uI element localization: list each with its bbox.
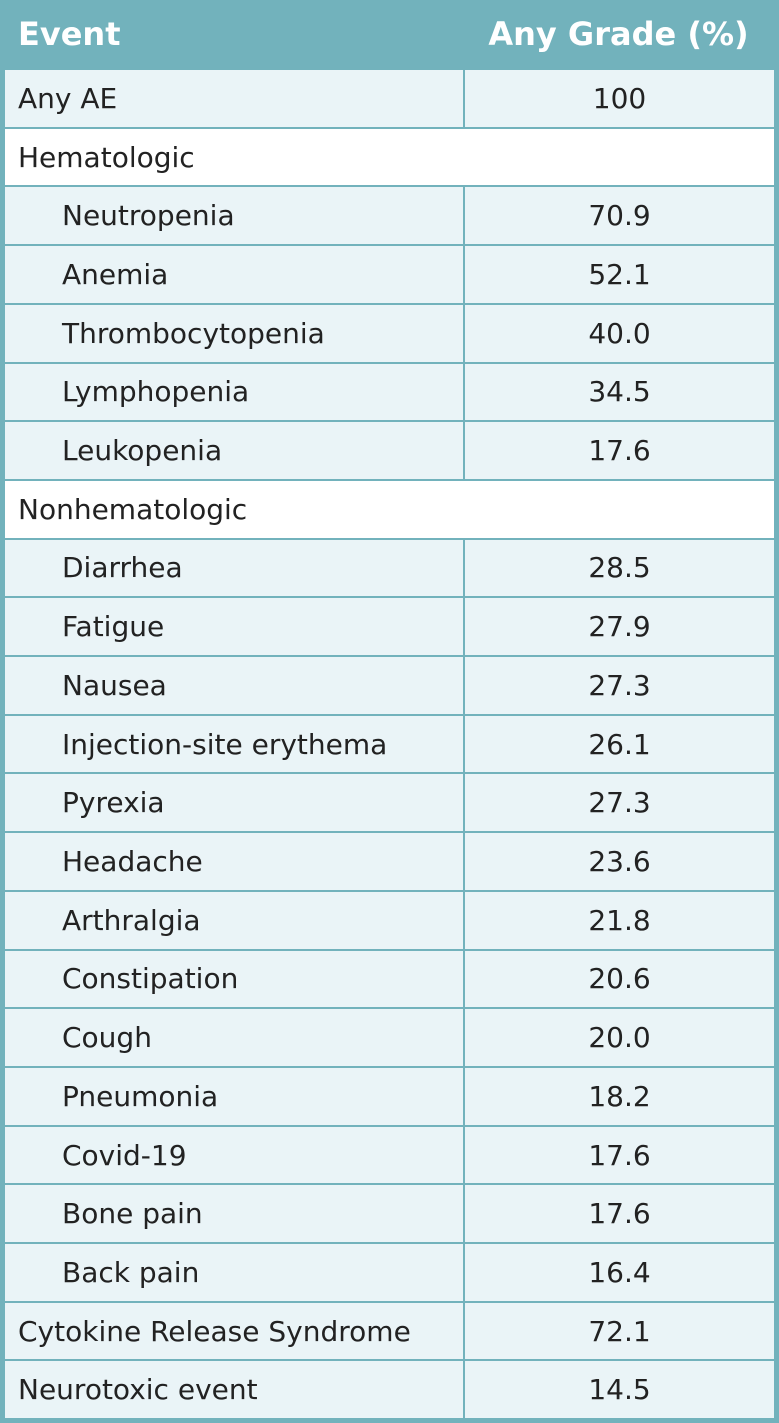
event-cell: Injection-site erythema	[5, 715, 463, 773]
section-row: Nonhematologic	[5, 480, 774, 538]
table-row: Arthralgia 21.8	[5, 891, 774, 949]
table-row: Nausea 27.3	[5, 657, 774, 714]
table-row: Neurotoxic event 14.5	[5, 1361, 774, 1419]
section-cell: Hematologic	[5, 128, 774, 186]
value-cell: 34.5	[465, 363, 774, 421]
section-cell: Nonhematologic	[5, 480, 774, 538]
event-cell: Arthralgia	[5, 891, 463, 949]
event-cell: Leukopenia	[5, 422, 463, 479]
event-cell: Pneumonia	[5, 1067, 463, 1125]
table-row: Constipation 20.6	[5, 950, 774, 1008]
table-row: Cough 20.0	[5, 1009, 774, 1066]
table-row: Lymphopenia 34.5	[5, 363, 774, 421]
event-cell: Neurotoxic event	[5, 1361, 463, 1419]
value-cell: 17.6	[465, 422, 774, 479]
event-cell: Bone pain	[5, 1185, 463, 1243]
table-row: Injection-site erythema 26.1	[5, 715, 774, 773]
value-cell: 40.0	[465, 304, 774, 362]
value-cell: 20.0	[465, 1009, 774, 1066]
value-cell: 17.6	[465, 1126, 774, 1184]
header-cell: Event	[18, 15, 121, 53]
table-row: Thrombocytopenia 40.0	[5, 304, 774, 362]
event-cell: Diarrhea	[5, 539, 463, 597]
header-row: Event Any Grade (%)	[5, 0, 774, 68]
table-row: Neutropenia 70.9	[5, 187, 774, 245]
table-row: Headache 23.6	[5, 833, 774, 890]
value-cell: 18.2	[465, 1067, 774, 1125]
header-cell: Any Grade (%)	[488, 15, 749, 53]
table-row: Covid-19 17.6	[5, 1126, 774, 1184]
event-cell: Anemia	[5, 246, 463, 303]
event-cell: Pyrexia	[5, 774, 463, 832]
event-cell: Thrombocytopenia	[5, 304, 463, 362]
table-row: Pneumonia 18.2	[5, 1067, 774, 1125]
value-cell: 100	[465, 70, 774, 127]
event-cell: Fatigue	[5, 598, 463, 656]
table-row: Anemia 52.1	[5, 246, 774, 303]
table-row: Pyrexia 27.3	[5, 774, 774, 832]
section-row: Hematologic	[5, 128, 774, 186]
event-cell: Covid-19	[5, 1126, 463, 1184]
value-cell: 16.4	[465, 1244, 774, 1301]
event-cell: Cough	[5, 1009, 463, 1066]
value-cell: 72.1	[465, 1302, 774, 1360]
value-cell: 23.6	[465, 833, 774, 890]
value-cell: 17.6	[465, 1185, 774, 1243]
table-row: Cytokine Release Syndrome 72.1	[5, 1302, 774, 1360]
table-row: Diarrhea 28.5	[5, 539, 774, 597]
table-row: Fatigue 27.9	[5, 598, 774, 656]
event-cell: Neutropenia	[5, 187, 463, 245]
event-cell: Any AE	[5, 70, 463, 127]
value-cell: 14.5	[465, 1361, 774, 1419]
value-cell: 70.9	[465, 187, 774, 245]
value-cell: 20.6	[465, 950, 774, 1008]
value-cell: 27.3	[465, 774, 774, 832]
event-cell: Lymphopenia	[5, 363, 463, 421]
event-cell: Nausea	[5, 657, 463, 714]
value-cell: 28.5	[465, 539, 774, 597]
event-cell: Constipation	[5, 950, 463, 1008]
table-row: Any AE 100	[5, 70, 774, 127]
value-cell: 26.1	[465, 715, 774, 773]
event-cell: Cytokine Release Syndrome	[5, 1302, 463, 1360]
event-cell: Headache	[5, 833, 463, 890]
value-cell: 21.8	[465, 891, 774, 949]
event-cell: Back pain	[5, 1244, 463, 1301]
value-cell: 52.1	[465, 246, 774, 303]
table-row: Back pain 16.4	[5, 1244, 774, 1301]
table-row: Bone pain 17.6	[5, 1185, 774, 1243]
value-cell: 27.9	[465, 598, 774, 656]
table-row: Leukopenia 17.6	[5, 422, 774, 479]
value-cell: 27.3	[465, 657, 774, 714]
